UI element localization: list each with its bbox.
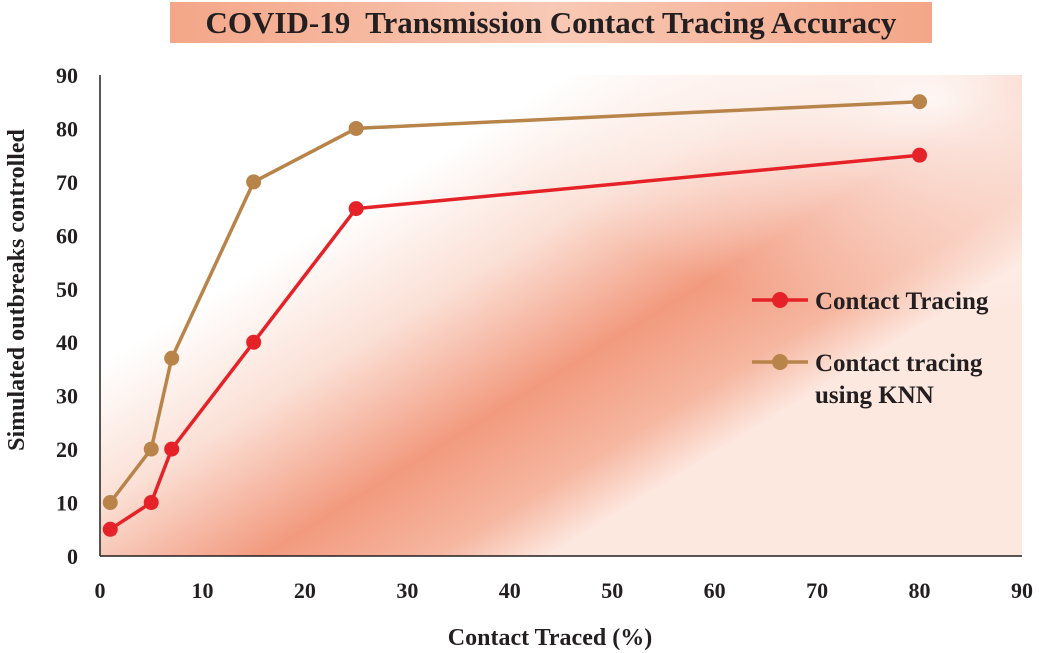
y-tick-label: 0: [67, 544, 78, 569]
data-point: [102, 495, 118, 511]
y-tick-label: 60: [56, 223, 78, 248]
data-point: [246, 334, 262, 350]
data-point: [912, 147, 928, 163]
legend-swatch-marker: [772, 354, 788, 370]
x-tick-label: 60: [704, 578, 726, 603]
y-tick-label: 30: [56, 384, 78, 409]
y-tick-label: 70: [56, 170, 78, 195]
series-line: [109, 153, 920, 531]
data-point: [143, 441, 159, 457]
data-point: [348, 120, 364, 136]
x-tick-label: 40: [499, 578, 521, 603]
data-point: [164, 350, 180, 366]
y-tick-label: 50: [56, 277, 78, 302]
x-axis-label: Contact Traced (%): [448, 625, 652, 651]
data-point: [348, 201, 364, 217]
data-point: [102, 521, 118, 537]
legend-swatch-marker: [772, 292, 788, 308]
y-tick-label: 80: [56, 116, 78, 141]
y-tick-label: 40: [56, 330, 78, 355]
y-tick-label: 20: [56, 437, 78, 462]
legend-label: Contact Tracing: [815, 288, 989, 315]
series-layer: [102, 94, 928, 537]
legend-item: Contact tracing using KNN: [752, 350, 983, 409]
y-tick-label: 90: [56, 63, 78, 88]
series-1: [102, 94, 928, 511]
x-tick-label: 90: [1011, 578, 1033, 603]
legend-item: Contact Tracing: [752, 288, 989, 315]
x-tick-label: 70: [806, 578, 828, 603]
chart-title: COVID-19 Transmission Contact Tracing Ac…: [205, 4, 897, 40]
legend-label: Contact tracing: [815, 350, 983, 377]
plot-area-highlight: [100, 75, 1022, 556]
chart-title-box: COVID-19 Transmission Contact Tracing Ac…: [170, 2, 932, 43]
legend: Contact Tracing Contact tracing using KNN: [752, 288, 989, 409]
legend-label: using KNN: [815, 382, 934, 409]
series-0: [102, 147, 928, 537]
x-tick-label: 10: [191, 578, 213, 603]
y-axis-label: Simulated outbreaks controlled: [4, 128, 30, 450]
x-tick-label: 20: [294, 578, 316, 603]
data-point: [912, 94, 928, 110]
data-point: [246, 174, 262, 190]
axes: 0 10 20 30 40 50 60 70 80 90 0 10 20 30 40 50 60 70 80 90: [56, 63, 1033, 603]
series-line: [108, 99, 920, 504]
x-tick-label: 0: [95, 578, 106, 603]
data-point: [143, 495, 159, 511]
x-tick-label: 30: [396, 578, 418, 603]
data-point: [164, 441, 180, 457]
x-tick-label: 50: [601, 578, 623, 603]
y-tick-label: 10: [56, 491, 78, 516]
plot-background: [100, 75, 1022, 556]
x-tick-label: 80: [909, 578, 931, 603]
